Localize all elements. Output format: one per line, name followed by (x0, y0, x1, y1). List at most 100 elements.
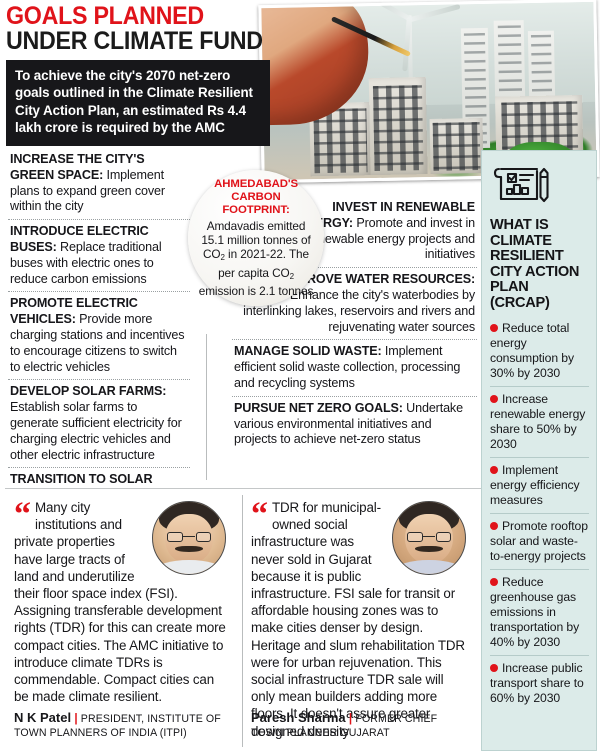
quote-text: TDR for municipal-owned social infrastru… (251, 500, 465, 739)
panel-list-item: Promote rooftop solar and waste-to-energ… (490, 512, 589, 569)
blueprint-icon (493, 167, 549, 203)
goal-item: IMPROVE WATER RESOURCES: Enhance the cit… (232, 267, 477, 339)
goal-body: Provide more charging stations and incen… (10, 312, 185, 374)
photo-building (368, 77, 428, 175)
goal-heading: PURSUE NET ZERO GOALS: (234, 400, 403, 415)
goal-item: PROMOTE ELECTRIC VEHICLES: Provide more … (8, 291, 190, 379)
goal-body: Replace traditional buses with electric … (10, 239, 162, 286)
avatar-face (405, 513, 453, 564)
callout-body-part2: in 2021-22. The per capita CO (218, 247, 309, 280)
callout-body-part1: Amdavadis emitted 15.1 million tonnes of… (201, 219, 311, 262)
quote-byline: N K Patel | PRESIDENT, INSTITUTE OF TOWN… (14, 711, 226, 741)
panel-item-text: Reduce total energy consumption by 30% b… (490, 320, 574, 380)
goal-text: INTRODUCE ELECTRIC BUSES: Replace tradit… (10, 224, 188, 287)
bullet-dot-icon (490, 323, 498, 332)
goal-heading: DEVELOP SOLAR FARMS: (10, 384, 167, 399)
intro-box: To achieve the city's 2070 net-zero goal… (6, 60, 270, 146)
goal-body: Implement plans to expand green cover wi… (10, 167, 165, 214)
goal-text: PURSUE NET ZERO GOALS: Undertake various… (234, 401, 475, 448)
page-title: GOALS PLANNED UNDER CLIMATE FUND (6, 2, 274, 55)
panel-item-text: Increase renewable energy share to 50% b… (490, 391, 586, 451)
headline-line-2: UNDER CLIMATE FUND (6, 27, 263, 55)
panel-list-item: Reduce greenhouse gas emissions in trans… (490, 568, 589, 655)
quotes-section: “ Many city institutions and private pro… (0, 488, 481, 753)
goal-item: INVEST IN RENEWABLE ENERGY: Promote and … (232, 196, 477, 267)
headline-line-1: GOALS PLANNED (6, 2, 204, 30)
panel-list-item: Implement energy efficiency measures (490, 456, 589, 513)
goal-heading: PROMOTE ELECTRIC VEHICLES: (10, 296, 138, 327)
avatar (392, 501, 466, 575)
goals-middle-column: INVEST IN RENEWABLE ENERGY: Promote and … (232, 196, 477, 452)
goal-item: INTRODUCE ELECTRIC BUSES: Replace tradit… (8, 219, 190, 291)
avatar-shoulders (157, 559, 221, 574)
avatar (152, 501, 226, 575)
goal-heading: INCREASE THE CITY'S GREEN SPACE: (10, 152, 145, 182)
goal-item: INCREASE THE CITY'S GREEN SPACE: Impleme… (8, 148, 190, 219)
co2-subscript: 2 (220, 253, 225, 263)
callout-body: Amdavadis emitted 15.1 million tonnes of… (198, 219, 314, 298)
avatar-moustache (414, 545, 444, 553)
goal-text: INVEST IN RENEWABLE ENERGY: Promote and … (276, 200, 476, 263)
goal-item: MANAGE SOLID WASTE: Implement efficient … (232, 339, 477, 395)
quote-author-name: Paresh Sharma (251, 709, 346, 725)
avatar-moustache (174, 545, 204, 553)
quote-author-role: FORMER CHIEF TOWN PLANNER GUJARAT (251, 712, 438, 740)
glasses-icon (167, 532, 183, 542)
glasses-bridge (182, 535, 196, 538)
goal-body: Enhance the city's waterbodies by interl… (243, 287, 475, 334)
panel-list-item: Increase renewable energy share to 50% b… (490, 385, 589, 457)
goal-item: PURSUE NET ZERO GOALS: Undertake various… (232, 395, 477, 452)
quote-card: “ TDR for municipal-owned social infrast… (242, 495, 474, 747)
callout-body-part3: emission is 2.1 tonnes (198, 283, 314, 298)
glasses-bridge (422, 535, 436, 538)
goal-text: DEVELOP SOLAR FARMS: Establish solar far… (10, 384, 188, 463)
callout-title: AHMEDABAD'S CARBON FOOTPRINT: (214, 178, 298, 216)
panel-title: WHAT IS CLIMATE RESILIENT CITY ACTION PL… (490, 217, 580, 311)
panel-list-item: Reduce total energy consumption by 30% b… (490, 316, 589, 386)
glasses-icon (435, 532, 451, 542)
goal-body: Undertake various environmental initiati… (234, 400, 463, 447)
quote-mark-icon: “ (251, 496, 268, 533)
quote-author-role: PRESIDENT, INSTITUTE OF TOWN PLANNERS OF… (14, 712, 221, 740)
avatar-shoulders (397, 559, 461, 574)
goal-heading: IMPROVE WATER RESOURCES: (285, 272, 475, 287)
goal-body: Promote and invest in renewable energy p… (307, 215, 475, 262)
bullet-dot-icon (490, 394, 498, 403)
quote-byline: Paresh Sharma | FORMER CHIEF TOWN PLANNE… (251, 711, 466, 741)
quote-card: “ Many city institutions and private pro… (6, 495, 234, 747)
quote-mark-icon: “ (14, 496, 31, 533)
goal-text: PROMOTE ELECTRIC VEHICLES: Provide more … (10, 296, 188, 375)
panel-item-text: Reduce greenhouse gas emissions in trans… (490, 574, 580, 649)
panel-item-text: Promote rooftop solar and waste-to-energ… (490, 518, 588, 563)
quote-text: Many city institutions and private prope… (14, 500, 226, 705)
goal-text: IMPROVE WATER RESOURCES: Enhance the cit… (234, 272, 475, 335)
page-left-edge (0, 0, 5, 753)
glasses-icon (407, 532, 423, 542)
panel-item-text: Implement energy efficiency measures (490, 462, 580, 507)
panel-list-item: Increase public transport share to 60% b… (490, 654, 589, 711)
goal-heading: INTRODUCE ELECTRIC BUSES: (10, 224, 149, 254)
photo-building (429, 117, 484, 174)
column-divider (206, 334, 207, 480)
intro-text: To achieve the city's 2070 net-zero goal… (15, 68, 253, 136)
panel-item-text: Increase public transport share to 60% b… (490, 660, 584, 705)
glasses-icon (195, 532, 211, 542)
goal-body: Establish solar farms to generate suffic… (10, 400, 182, 462)
goal-heading: MANAGE SOLID WASTE: (234, 344, 382, 359)
bullet-dot-icon (490, 465, 498, 474)
byline-separator: | (74, 711, 78, 725)
crcap-panel: WHAT IS CLIMATE RESILIENT CITY ACTION PL… (481, 150, 597, 751)
byline-separator: | (348, 711, 353, 725)
bullet-dot-icon (490, 521, 498, 530)
avatar-face (165, 513, 213, 564)
goal-item: DEVELOP SOLAR FARMS: Establish solar far… (8, 379, 190, 467)
goal-text: MANAGE SOLID WASTE: Implement efficient … (234, 344, 475, 391)
co2-subscript: 2 (289, 271, 294, 281)
bullet-dot-icon (490, 663, 498, 672)
goal-body: Implement efficient solid waste collecti… (234, 344, 461, 390)
quote-author-name: N K Patel (14, 709, 72, 725)
carbon-footprint-callout: AHMEDABAD'S CARBON FOOTPRINT: Amdavadis … (188, 170, 324, 306)
goal-text: INCREASE THE CITY'S GREEN SPACE: Impleme… (10, 152, 188, 215)
bullet-dot-icon (490, 577, 498, 586)
